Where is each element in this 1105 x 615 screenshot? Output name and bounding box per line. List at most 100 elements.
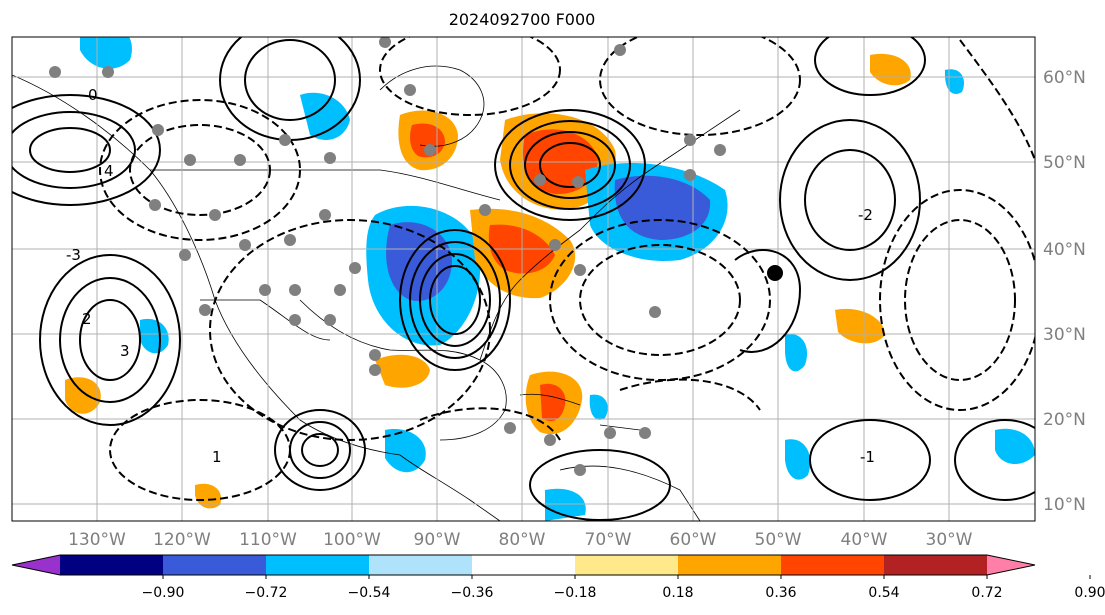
station-dot [179,249,191,261]
shade-red-caribbean [540,383,566,422]
dashed-west-1 [99,99,301,241]
contour-label-one: 1 [212,448,222,466]
colorbar-tick-label: 0.36 [765,585,796,601]
dashed-south-1 [109,399,291,501]
colorbar-extension-high [987,555,1035,575]
colorbar-tick-label: −0.90 [142,585,185,601]
colorbar-tick-label: −0.36 [451,585,494,601]
station-dot [684,134,696,146]
contour-labrador-1 [494,109,646,221]
lon-label: 30°W [926,530,973,550]
shade-blue-tropics2 [785,334,808,372]
dashed-east-1 [879,189,1035,411]
dashed-west-2 [129,124,271,216]
station-dot [504,422,516,434]
shade-blue-canada [300,92,350,140]
contour-label-neg-one: -1 [860,448,875,466]
lon-label: 120°W [153,530,211,550]
colorbar-tick-label: −0.72 [245,585,288,601]
contour-east-pac-1 [274,409,366,491]
station-dot [199,304,211,316]
shade-red-hudson [410,123,445,158]
lat-label: 30°N [1043,325,1086,345]
station-dot [639,427,651,439]
colorbar-segment [472,555,576,575]
storm-center-marker [767,265,783,281]
shade-orange-pacific [65,377,101,414]
dashed-ne-1 [959,39,1035,161]
contour-label-neg-three: -3 [66,246,81,264]
contour-labrador-4 [539,142,601,188]
contour-gulf-2 [409,241,501,359]
border-us-canada [150,169,501,201]
longitude-labels: 130°W 120°W 110°W 100°W 90°W 80°W 70°W 6… [68,530,973,550]
lat-label: 50°N [1043,153,1086,173]
shade-blue-tropics [785,439,811,480]
dashed-tropic-1 [419,407,561,441]
station-dot [379,37,391,48]
station-dot [649,306,661,318]
station-dot [424,144,436,156]
station-dot [289,314,301,326]
contour-pacific-1 [39,254,181,426]
coast-caribbean [519,393,641,431]
contour-gulf-4 [429,265,481,335]
contour-labrador-3 [524,131,616,199]
shade-orange-mid-atlantic [835,308,885,344]
contour-label-two: 2 [82,310,92,328]
coast-gulf [299,299,507,441]
contour-nw-3 [29,127,111,173]
shade-orange-south [195,483,222,509]
dashed-east-2 [904,219,1016,381]
station-dot [49,66,61,78]
colorbar-outline [11,554,1036,576]
map-title: 2024092700 F000 [449,10,596,29]
station-dot [324,314,336,326]
lon-label: 130°W [68,530,126,550]
coast-west [12,74,501,521]
station-dots [49,37,726,476]
lat-label: 20°N [1043,410,1086,430]
station-dot [574,264,586,276]
lon-label: 110°W [239,530,297,550]
station-dot [279,134,291,146]
station-dot [574,464,586,476]
lon-label: 50°W [755,530,802,550]
shade-blue-central-america [385,429,426,473]
colorbar-segment [575,555,679,575]
dashed-tropic-2 [619,378,761,411]
station-dot [289,284,301,296]
dashed-contours [99,37,1035,501]
contour-atlantic-1 [779,119,921,281]
colorbar-segment [163,555,267,575]
colorbar-segment [369,555,473,575]
contour-tropic-1 [809,419,931,501]
colorbar-tick-label: −0.54 [348,585,391,601]
shade-orange-gulfcoast [375,354,430,388]
contour-east-pac-3 [301,433,339,467]
dashed-gulf-1 [209,219,491,441]
station-dot [684,169,696,181]
station-dot [604,427,616,439]
station-dot [234,154,246,166]
colorbar-segment [781,555,885,575]
colorbar-tick-label: 0.54 [868,585,899,601]
lon-label: 90°W [414,530,461,550]
shade-blue-pacific [80,37,132,69]
station-dot [614,44,626,56]
station-dot [572,176,584,188]
shade-blue-east [995,428,1035,465]
station-dot [102,66,114,78]
station-dot [349,262,361,274]
station-dot [404,84,416,96]
contour-label-four: 4 [104,162,114,180]
station-dot [149,199,161,211]
colorbar-tick-label: 0.90 [1074,585,1105,601]
station-dot [184,154,196,166]
station-dot [369,349,381,361]
lat-label: 40°N [1043,240,1086,260]
station-dot [549,239,561,251]
station-dot [369,364,381,376]
latitude-labels: 60°N 50°N 40°N 30°N 20°N 10°N [1043,68,1086,515]
contour-ne-1 [814,37,926,96]
